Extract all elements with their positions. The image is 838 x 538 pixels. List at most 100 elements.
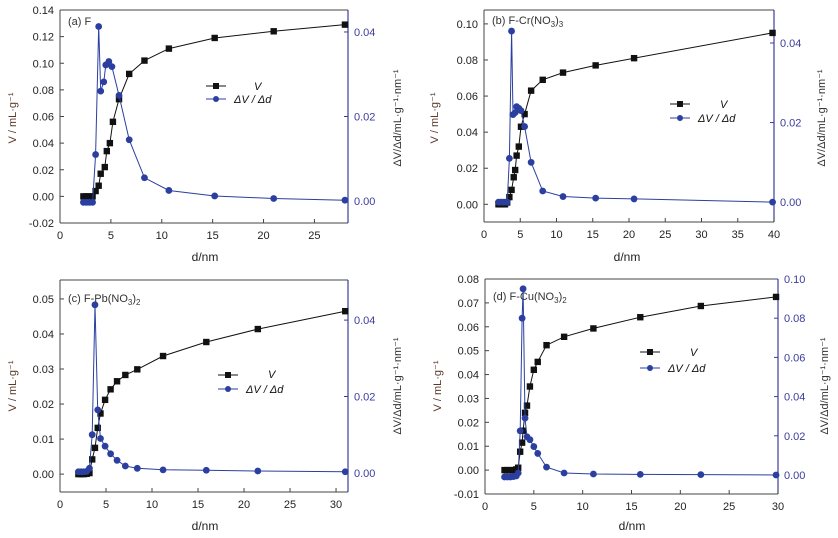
- x-tick-label: 5: [531, 501, 537, 513]
- x-tick-label: 10: [550, 229, 562, 241]
- v-data-point: [630, 54, 638, 62]
- y-tick-label-left: 0.05: [458, 346, 479, 358]
- panel-c: (c) F-Pb(NO3)2 V / mL·g⁻¹ ΔV/Δd/mL·g⁻¹·n…: [7, 279, 404, 533]
- v-data-point: [534, 358, 541, 366]
- y-tick-label-left: 0.03: [33, 364, 54, 376]
- dv-data-point: [518, 314, 526, 322]
- v-data-point: [95, 182, 102, 189]
- y-axis-label-right: ΔV/Δd/mL·g⁻¹·nm⁻¹: [819, 337, 831, 435]
- y-axis-label-right: ΔV/Δd/mL·g⁻¹·nm⁻¹: [392, 337, 404, 435]
- dv-data-point: [113, 456, 121, 464]
- legend-dv-marker: [225, 386, 231, 392]
- v-data-point: [560, 333, 568, 341]
- x-axis-label: d/nm: [619, 519, 646, 533]
- y-tick-label-left: 0.04: [458, 370, 479, 382]
- v-data-point: [506, 193, 513, 201]
- y-tick-label-right: 0.02: [354, 112, 375, 124]
- x-axis-label: d/nm: [192, 250, 219, 264]
- dv-data-point: [559, 193, 567, 200]
- v-data-point: [94, 424, 101, 432]
- x-tick-label: 0: [482, 501, 488, 513]
- y-tick-label-left: 0.02: [33, 165, 54, 177]
- x-tick-label: 30: [772, 501, 784, 513]
- y-tick-label-left: 0.01: [33, 434, 54, 446]
- x-tick-label: 20: [623, 229, 635, 241]
- y-tick-label-left: -0.01: [454, 489, 479, 501]
- series-v-line: [504, 296, 777, 471]
- legend-dv-label: ΔV / Δd: [667, 363, 706, 375]
- y-tick-label-left: 0.08: [457, 55, 478, 67]
- y-tick-label-left: 0.07: [458, 298, 479, 310]
- series-dv: [75, 301, 349, 476]
- y-axis-label-left: V / mL·g⁻¹: [432, 360, 444, 411]
- series-v: [80, 21, 349, 200]
- y-tick-label-right: 0.08: [784, 313, 805, 325]
- y-tick-label-left: 0.06: [458, 322, 479, 334]
- x-tick-label: 10: [156, 230, 168, 242]
- y-tick-label-right: 0.00: [354, 196, 375, 208]
- y-tick-label-left: 0.00: [33, 191, 54, 203]
- panel-b: (b) F-Cr(NO3)3 V / mL·g⁻¹ ΔV/Δd/mL·g⁻¹·n…: [429, 9, 828, 264]
- y-axis-label-left: V / mL·g⁻¹: [7, 360, 19, 411]
- dv-data-point: [88, 431, 96, 439]
- y-tick-label-left: 0.06: [33, 112, 54, 124]
- v-data-point: [769, 29, 776, 37]
- x-tick-label: 30: [330, 499, 342, 511]
- dv-data-point: [121, 462, 129, 470]
- dv-data-point: [519, 285, 527, 293]
- dv-data-point: [254, 467, 262, 475]
- y-tick-label-right: 0.00: [780, 197, 801, 209]
- dv-data-point: [521, 414, 529, 422]
- v-data-point: [592, 62, 599, 69]
- legend-v-marker: [677, 101, 683, 107]
- dv-data-point: [543, 463, 550, 471]
- dv-data-point: [517, 107, 525, 115]
- axes: 0 5 10 15 20 25 30 0.00 0.01 0.02 0.03 0.04 0.05 0.00…: [33, 279, 375, 511]
- series-v: [501, 293, 780, 474]
- y-axis-label-right: ΔV/Δd/mL·g⁻¹·nm⁻¹: [816, 69, 828, 167]
- dv-data-point: [100, 78, 108, 86]
- dv-data-point: [97, 435, 104, 442]
- legend: V ΔV / Δd: [670, 99, 736, 125]
- v-data-point: [270, 28, 277, 35]
- dv-data-point: [94, 406, 102, 414]
- v-data-point: [527, 87, 535, 94]
- legend-v-label: V: [690, 347, 699, 359]
- dv-data-point: [521, 123, 528, 130]
- y-tick-label-left: 0.04: [457, 127, 478, 139]
- dv-data-point: [560, 469, 568, 477]
- x-tick-label: 20: [257, 230, 269, 242]
- y-tick-label-left: 0.14: [33, 5, 54, 17]
- dv-data-point: [530, 443, 538, 450]
- v-data-point: [518, 439, 526, 446]
- y-tick-label-right: 0.04: [780, 38, 801, 50]
- x-tick-label: 30: [695, 229, 707, 241]
- dv-data-point: [211, 192, 219, 200]
- x-tick-label: 25: [308, 230, 320, 242]
- y-tick-label-left: 0.02: [457, 163, 478, 175]
- legend-dv-marker: [677, 115, 683, 121]
- v-data-point: [539, 76, 546, 84]
- series-v-line: [78, 310, 346, 475]
- dv-data-point: [697, 471, 705, 478]
- v-data-point: [109, 118, 117, 126]
- v-data-point: [637, 314, 644, 321]
- v-data-point: [697, 302, 705, 310]
- v-data-point: [516, 448, 524, 455]
- x-tick-label: 20: [674, 501, 686, 513]
- v-data-point: [203, 338, 210, 346]
- v-data-point: [101, 396, 109, 404]
- v-data-point: [511, 166, 519, 174]
- v-data-point: [517, 123, 525, 130]
- v-data-point: [772, 293, 780, 301]
- dv-data-point: [772, 471, 780, 479]
- v-data-point: [508, 186, 515, 194]
- v-data-point: [97, 410, 104, 417]
- x-tick-label: 25: [659, 229, 671, 241]
- series-v: [75, 307, 349, 478]
- y-tick-label-left: 0.00: [458, 465, 479, 477]
- dv-data-point: [141, 174, 148, 182]
- legend-v-label: V: [268, 369, 277, 381]
- dv-data-point: [636, 471, 644, 478]
- v-data-point: [521, 110, 528, 118]
